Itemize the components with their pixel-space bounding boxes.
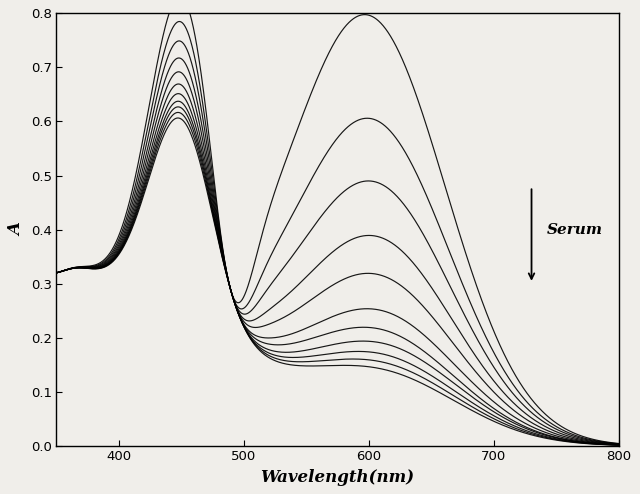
Text: Serum: Serum <box>547 223 602 237</box>
X-axis label: Wavelength(nm): Wavelength(nm) <box>260 469 415 486</box>
Y-axis label: A: A <box>8 223 26 236</box>
